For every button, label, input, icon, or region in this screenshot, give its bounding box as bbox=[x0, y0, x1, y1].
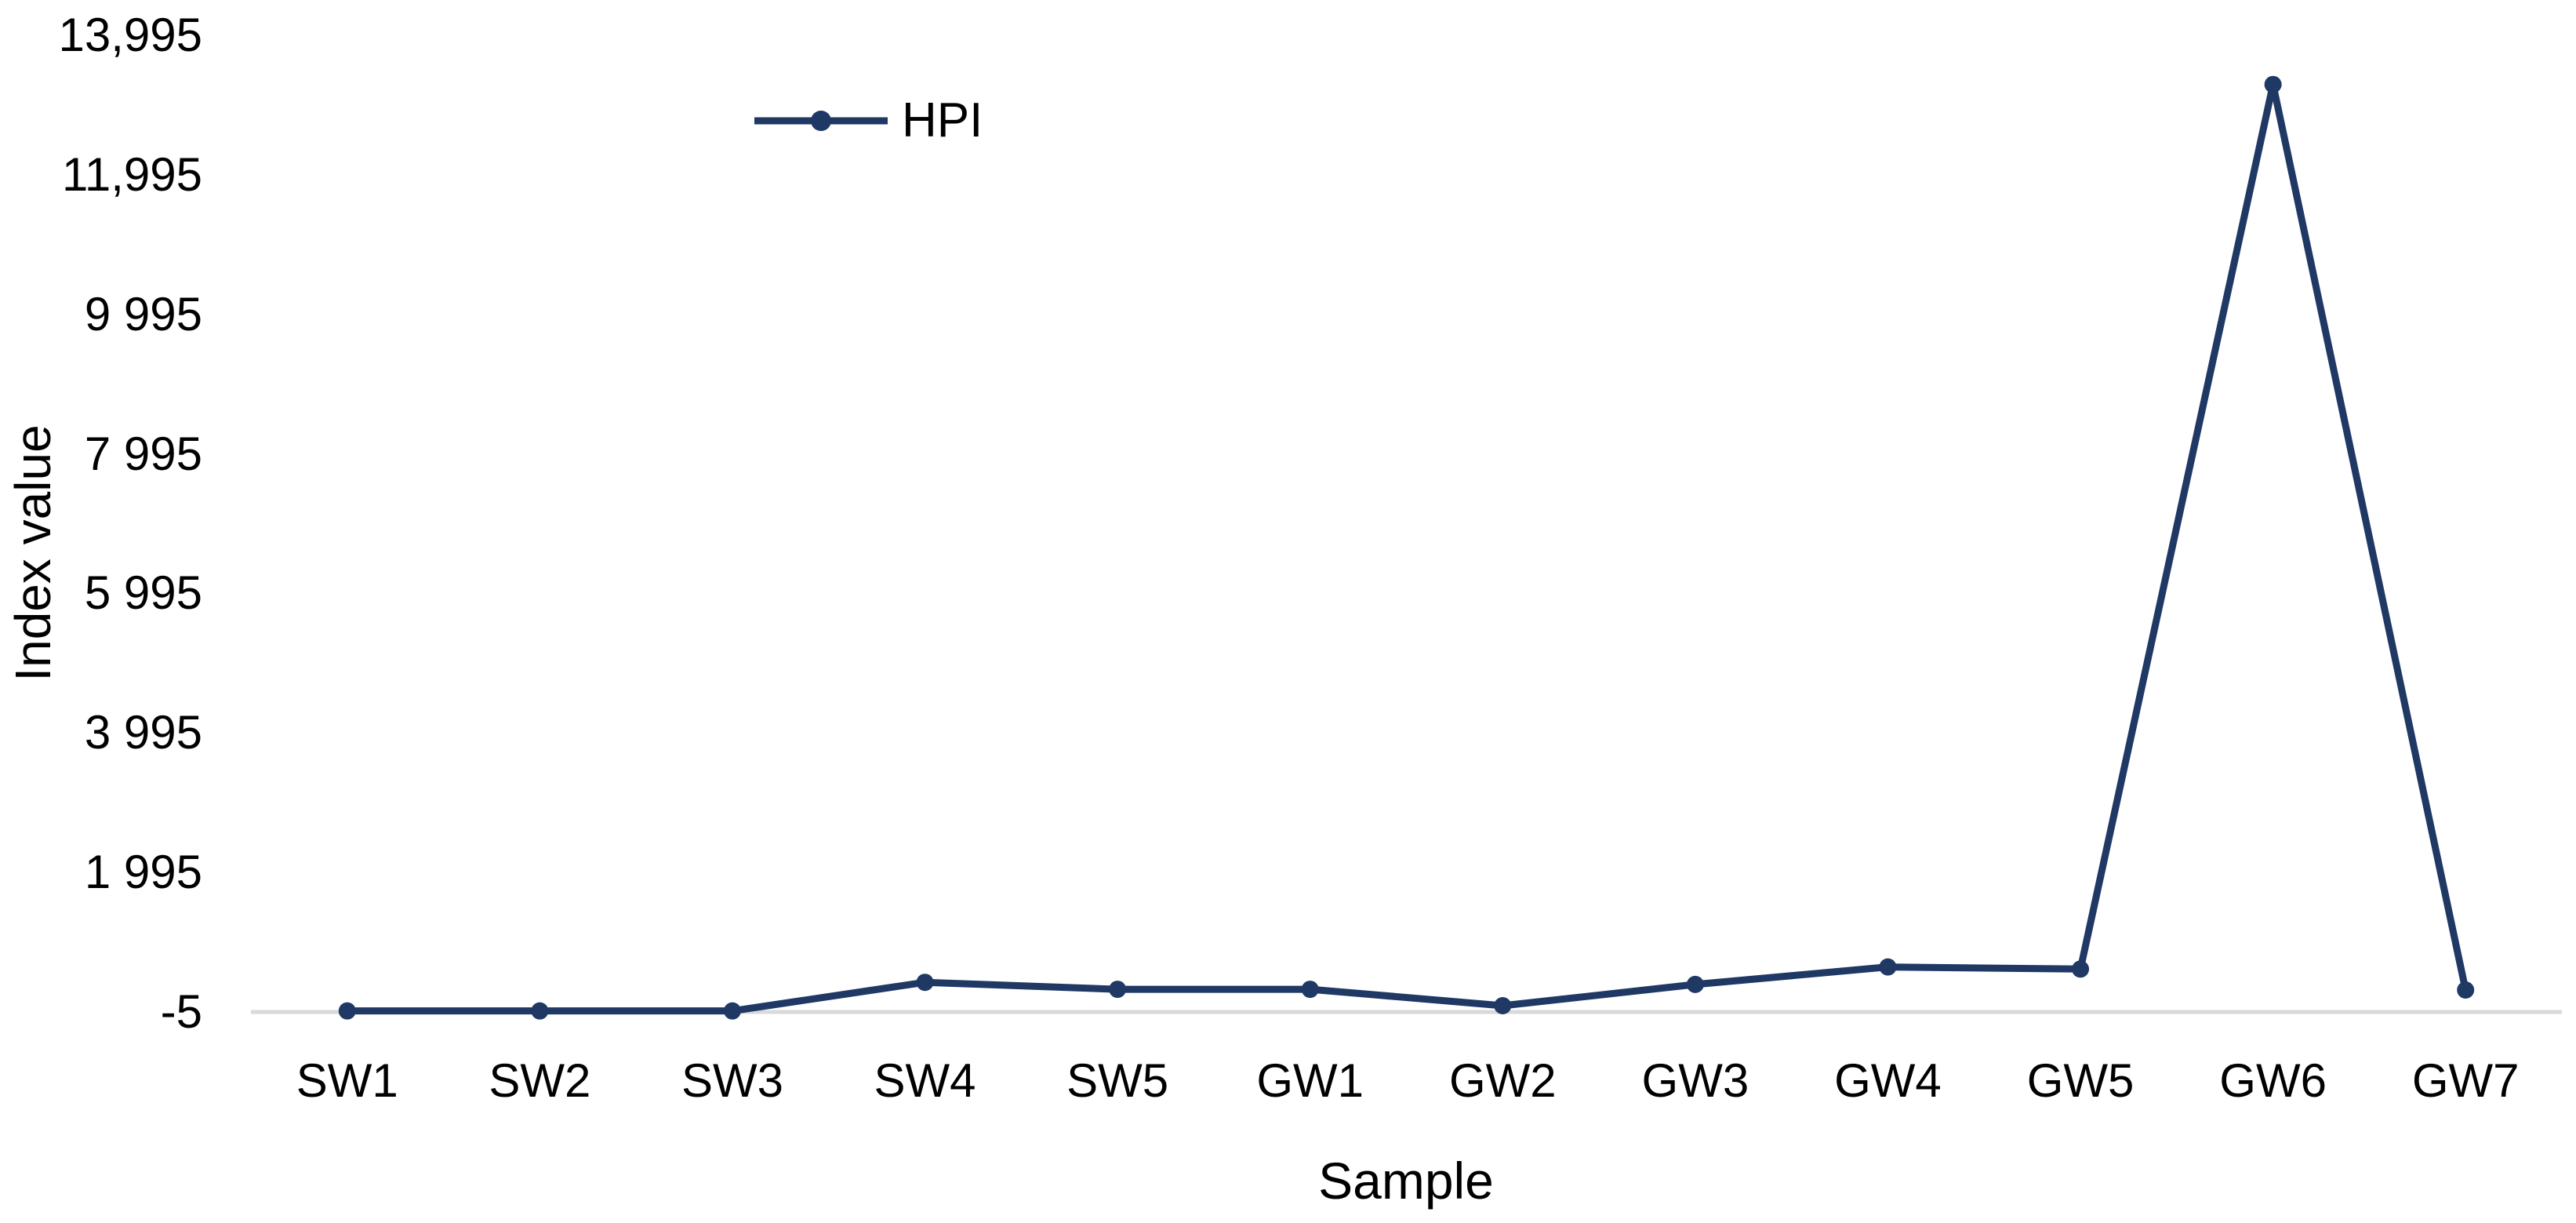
x-tick-label-GW1: GW1 bbox=[1256, 1054, 1364, 1107]
y-tick-label: 7 995 bbox=[84, 427, 202, 480]
x-tick-label-GW6: GW6 bbox=[2219, 1054, 2327, 1107]
data-point-GW2 bbox=[1494, 996, 1512, 1014]
data-point-GW1 bbox=[1301, 981, 1319, 999]
y-tick-label: 1 995 bbox=[84, 846, 202, 899]
x-tick-label-SW5: SW5 bbox=[1066, 1054, 1169, 1107]
data-point-SW1 bbox=[338, 1002, 356, 1020]
x-tick-label-GW7: GW7 bbox=[2411, 1054, 2520, 1107]
x-tick-label-GW3: GW3 bbox=[1641, 1054, 1749, 1107]
x-axis-title: Sample bbox=[1318, 1152, 1494, 1210]
data-point-GW7 bbox=[2457, 981, 2475, 999]
x-tick-label-SW4: SW4 bbox=[874, 1054, 976, 1107]
y-tick-label: 13,995 bbox=[58, 9, 202, 61]
y-tick-label: 3 995 bbox=[84, 706, 202, 759]
x-tick-label-GW4: GW4 bbox=[1834, 1054, 1942, 1107]
legend-series-label: HPI bbox=[902, 93, 983, 147]
x-tick-label-SW3: SW3 bbox=[681, 1054, 783, 1107]
data-point-GW4 bbox=[1879, 958, 1897, 976]
data-point-SW5 bbox=[1109, 981, 1127, 999]
y-tick-label: 5 995 bbox=[84, 566, 202, 620]
data-point-SW2 bbox=[531, 1002, 549, 1020]
data-point-SW3 bbox=[723, 1002, 741, 1020]
data-point-GW5 bbox=[2072, 960, 2090, 978]
x-tick-label-GW2: GW2 bbox=[1448, 1054, 1557, 1107]
legend: HPI bbox=[751, 93, 983, 148]
series-line-hpi bbox=[347, 81, 2469, 1015]
y-tick-label: 11,995 bbox=[61, 147, 202, 201]
x-tick-label-SW1: SW1 bbox=[296, 1054, 398, 1107]
x-tick-label-SW2: SW2 bbox=[489, 1054, 591, 1107]
x-tick-label-GW5: GW5 bbox=[2026, 1054, 2135, 1107]
data-point-GW6 bbox=[2264, 75, 2282, 93]
y-tick-label: 9 995 bbox=[84, 287, 202, 340]
data-point-SW4 bbox=[916, 974, 934, 992]
legend-line-marker-icon bbox=[754, 110, 888, 131]
data-point-GW3 bbox=[1686, 975, 1704, 993]
y-tick-label: -5 bbox=[160, 985, 202, 1038]
